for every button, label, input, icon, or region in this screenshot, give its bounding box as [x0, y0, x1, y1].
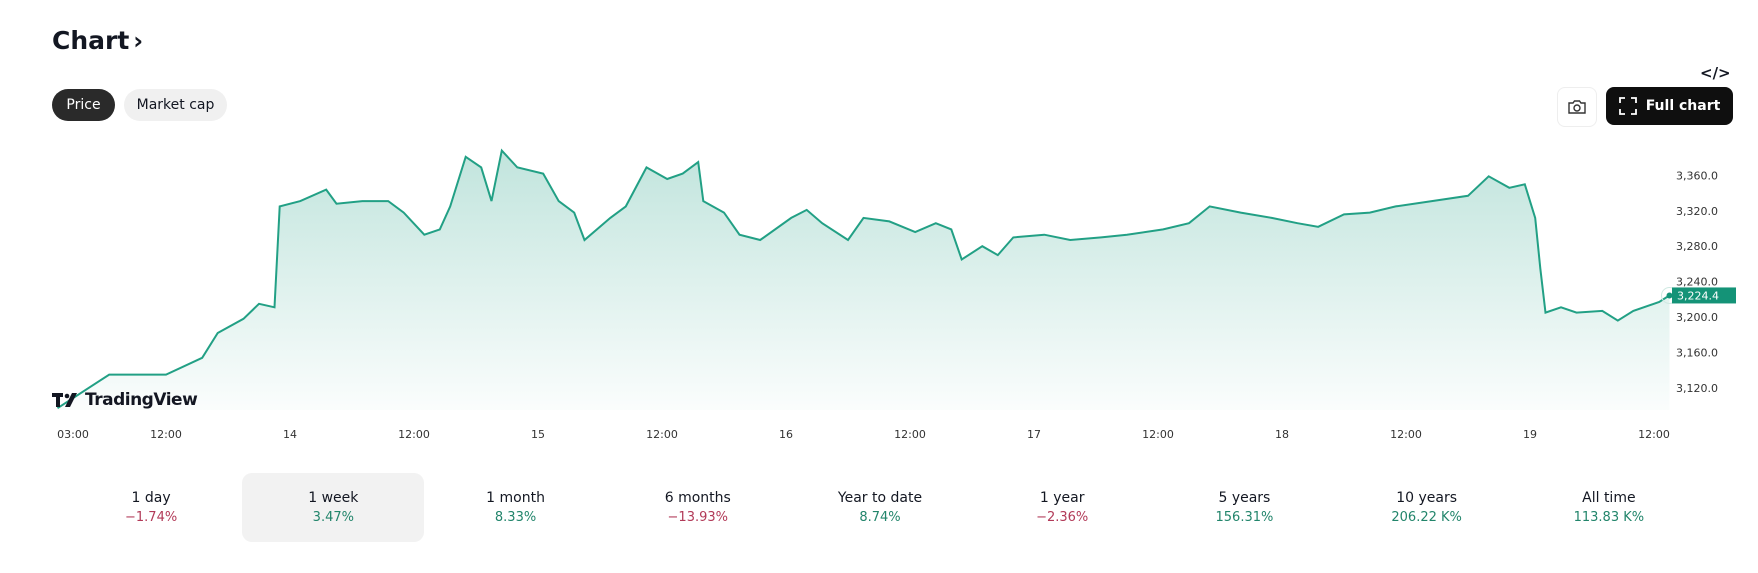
period-label: 6 months	[664, 490, 731, 506]
x-tick-label: 15	[531, 428, 545, 441]
period-change: 113.83 K%	[1573, 510, 1645, 525]
period-5-years[interactable]: 5 years 156.31%	[1153, 473, 1335, 542]
snapshot-button[interactable]	[1557, 87, 1597, 127]
period-selector: 1 day −1.74% 1 week 3.47% 1 month 8.33% 6 mont…	[60, 473, 1700, 542]
period-label: 1 month	[486, 490, 545, 506]
x-tick-label: 17	[1027, 428, 1041, 441]
period-1-year[interactable]: 1 year −2.36%	[971, 473, 1153, 542]
x-tick-label: 12:00	[150, 428, 182, 441]
last-price-tag	[1672, 287, 1736, 304]
period-label: All time	[1582, 490, 1636, 506]
period-change: −13.93%	[667, 510, 728, 525]
y-tick-label: 3,280.0	[1676, 240, 1718, 253]
period-change: 3.47%	[312, 510, 354, 525]
price-chart[interactable]: 3,120.0 3,160.0 3,200.0 3,240.0 3,280.0 3,320…	[0, 130, 1758, 450]
period-label: 1 year	[1039, 490, 1085, 506]
period-change: −2.36%	[1036, 510, 1089, 525]
full-chart-button[interactable]: Full chart	[1606, 87, 1733, 125]
chart-title-link[interactable]: Chart ›	[52, 26, 143, 55]
full-chart-label: Full chart	[1645, 98, 1721, 114]
period-label: Year to date	[837, 490, 923, 506]
price-line	[56, 148, 1671, 410]
y-tick-label: 3,360.0	[1676, 169, 1718, 182]
period-change: 156.31%	[1215, 510, 1274, 525]
y-tick-label: 3,320.0	[1676, 205, 1718, 218]
period-all-time[interactable]: All time 113.83 K%	[1518, 473, 1700, 542]
x-tick-label: 12:00	[646, 428, 678, 441]
camera-icon	[1568, 100, 1586, 114]
x-tick-label: 16	[779, 428, 793, 441]
period-6-months[interactable]: 6 months −13.93%	[607, 473, 789, 542]
y-tick-label: 3,120.0	[1676, 382, 1718, 395]
period-label: 1 day	[131, 490, 171, 506]
x-tick-label: 12:00	[894, 428, 926, 441]
period-1-day[interactable]: 1 day −1.74%	[60, 473, 242, 542]
y-tick-label: 3,160.0	[1676, 346, 1718, 359]
last-price-value: 3,224.4	[1677, 289, 1719, 302]
x-tick-label: 12:00	[1142, 428, 1174, 441]
period-year-to-date[interactable]: Year to date 8.74%	[789, 473, 971, 542]
watermark-text: TradingView	[85, 390, 198, 410]
period-label: 1 week	[308, 490, 359, 506]
chart-title: Chart	[52, 26, 130, 55]
period-change: 8.74%	[859, 510, 901, 525]
chevron-right-icon: ›	[133, 26, 144, 55]
y-tick-label: 3,200.0	[1676, 311, 1718, 324]
period-change: −1.74%	[125, 510, 178, 525]
tradingview-logo: TradingView	[52, 390, 198, 410]
y-tick-label: 3,240.0	[1676, 276, 1718, 289]
price-area	[57, 150, 1670, 410]
last-price-dot	[1666, 292, 1673, 299]
code-icon[interactable]: </>	[1700, 64, 1731, 82]
x-tick-label: 14	[283, 428, 297, 441]
period-1-month[interactable]: 1 month 8.33%	[424, 473, 606, 542]
period-label: 5 years	[1218, 490, 1271, 506]
x-tick-label: 12:00	[1638, 428, 1670, 441]
x-tick-label: 03:00	[57, 428, 89, 441]
tab-market-cap[interactable]: Market cap	[124, 89, 227, 121]
x-tick-label: 12:00	[398, 428, 430, 441]
tab-price[interactable]: Price	[52, 89, 115, 121]
period-change: 8.33%	[494, 510, 537, 525]
x-tick-label: 18	[1275, 428, 1289, 441]
period-10-years[interactable]: 10 years 206.22 K%	[1336, 473, 1518, 542]
x-tick-label: 19	[1523, 428, 1537, 441]
x-tick-label: 12:00	[1390, 428, 1422, 441]
fullscreen-icon	[1618, 97, 1637, 115]
period-1-week[interactable]: 1 week 3.47%	[242, 473, 425, 542]
period-label: 10 years	[1396, 490, 1458, 506]
period-change: 206.22 K%	[1391, 510, 1462, 525]
